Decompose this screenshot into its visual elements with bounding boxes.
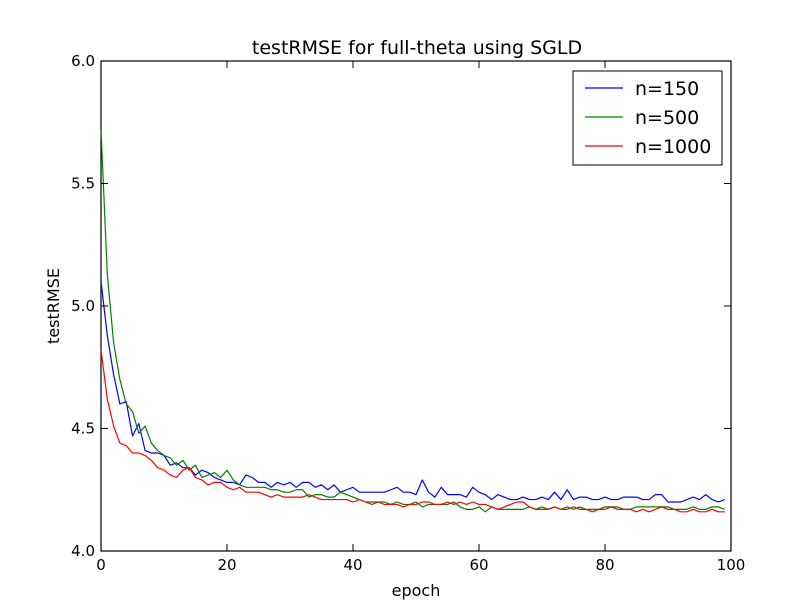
y-tick-label: 5.0 <box>71 297 95 315</box>
x-tick-label: 80 <box>595 556 614 574</box>
x-tick-label: 0 <box>96 556 106 574</box>
series-line-2 <box>100 129 725 513</box>
legend: n=150 n=500 n=1000 <box>572 70 723 166</box>
legend-label-1: n=150 <box>635 78 699 100</box>
legend-label-2: n=500 <box>635 107 699 129</box>
y-axis-label: testRMSE <box>44 268 63 344</box>
y-axis: 4.0 4.5 5.0 5.5 6.0 <box>71 52 731 560</box>
chart-title: testRMSE for full-theta using SGLD <box>252 37 582 59</box>
x-axis-label: epoch <box>392 581 441 600</box>
x-tick-label: 20 <box>217 556 236 574</box>
x-tick-label: 60 <box>469 556 488 574</box>
legend-label-3: n=1000 <box>635 136 711 158</box>
series-line-1 <box>100 281 725 503</box>
x-axis: 0 20 40 60 80 100 <box>96 61 745 574</box>
x-tick-label: 100 <box>717 556 746 574</box>
x-tick-label: 40 <box>343 556 362 574</box>
series-line-3 <box>100 350 725 513</box>
y-tick-label: 4.0 <box>71 542 95 560</box>
y-tick-label: 5.5 <box>71 175 95 193</box>
y-tick-label: 6.0 <box>71 52 95 70</box>
legend-box <box>572 70 723 166</box>
series-layer <box>100 129 725 513</box>
y-tick-label: 4.5 <box>71 420 95 438</box>
